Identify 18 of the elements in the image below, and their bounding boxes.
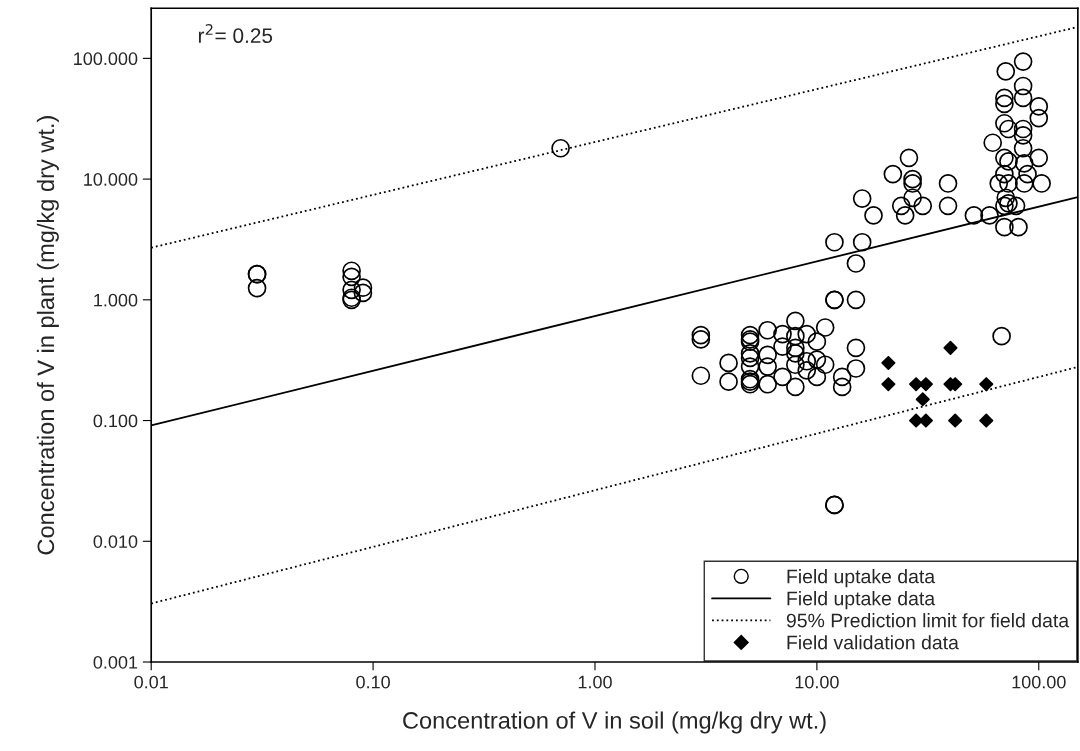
x-tick-label: 0.01 [134,675,168,689]
y-tick-label: 0.001 [93,655,138,669]
legend-label: Field uptake data [787,569,936,588]
y-tick-label: 100.000 [74,52,138,66]
legend-label: 95% Prediction limit for field data [786,613,1070,628]
y-tick-label: 0.100 [93,414,138,428]
legend-label: Field validation data [787,635,959,650]
x-tick-label: 1.00 [578,675,612,689]
x-tick-label: 0.10 [356,675,390,689]
x-axis-title: Concentration of V in soil (mg/kg dry wt.) [403,711,826,734]
y-tick-label: 10.000 [84,173,138,186]
x-tick-label: 10.00 [795,675,839,689]
legend-label: Field uptake data [787,591,936,610]
y-tick-label: 1.000 [94,293,138,307]
y-axis-title: Concentration of V in plant (mg/kg dry wt.) [36,116,59,555]
x-tick-label: 100.00 [1012,675,1066,689]
annotation: r$^{2}$= 0.25 [198,24,273,44]
y-tick-label: 0.010 [93,535,138,548]
